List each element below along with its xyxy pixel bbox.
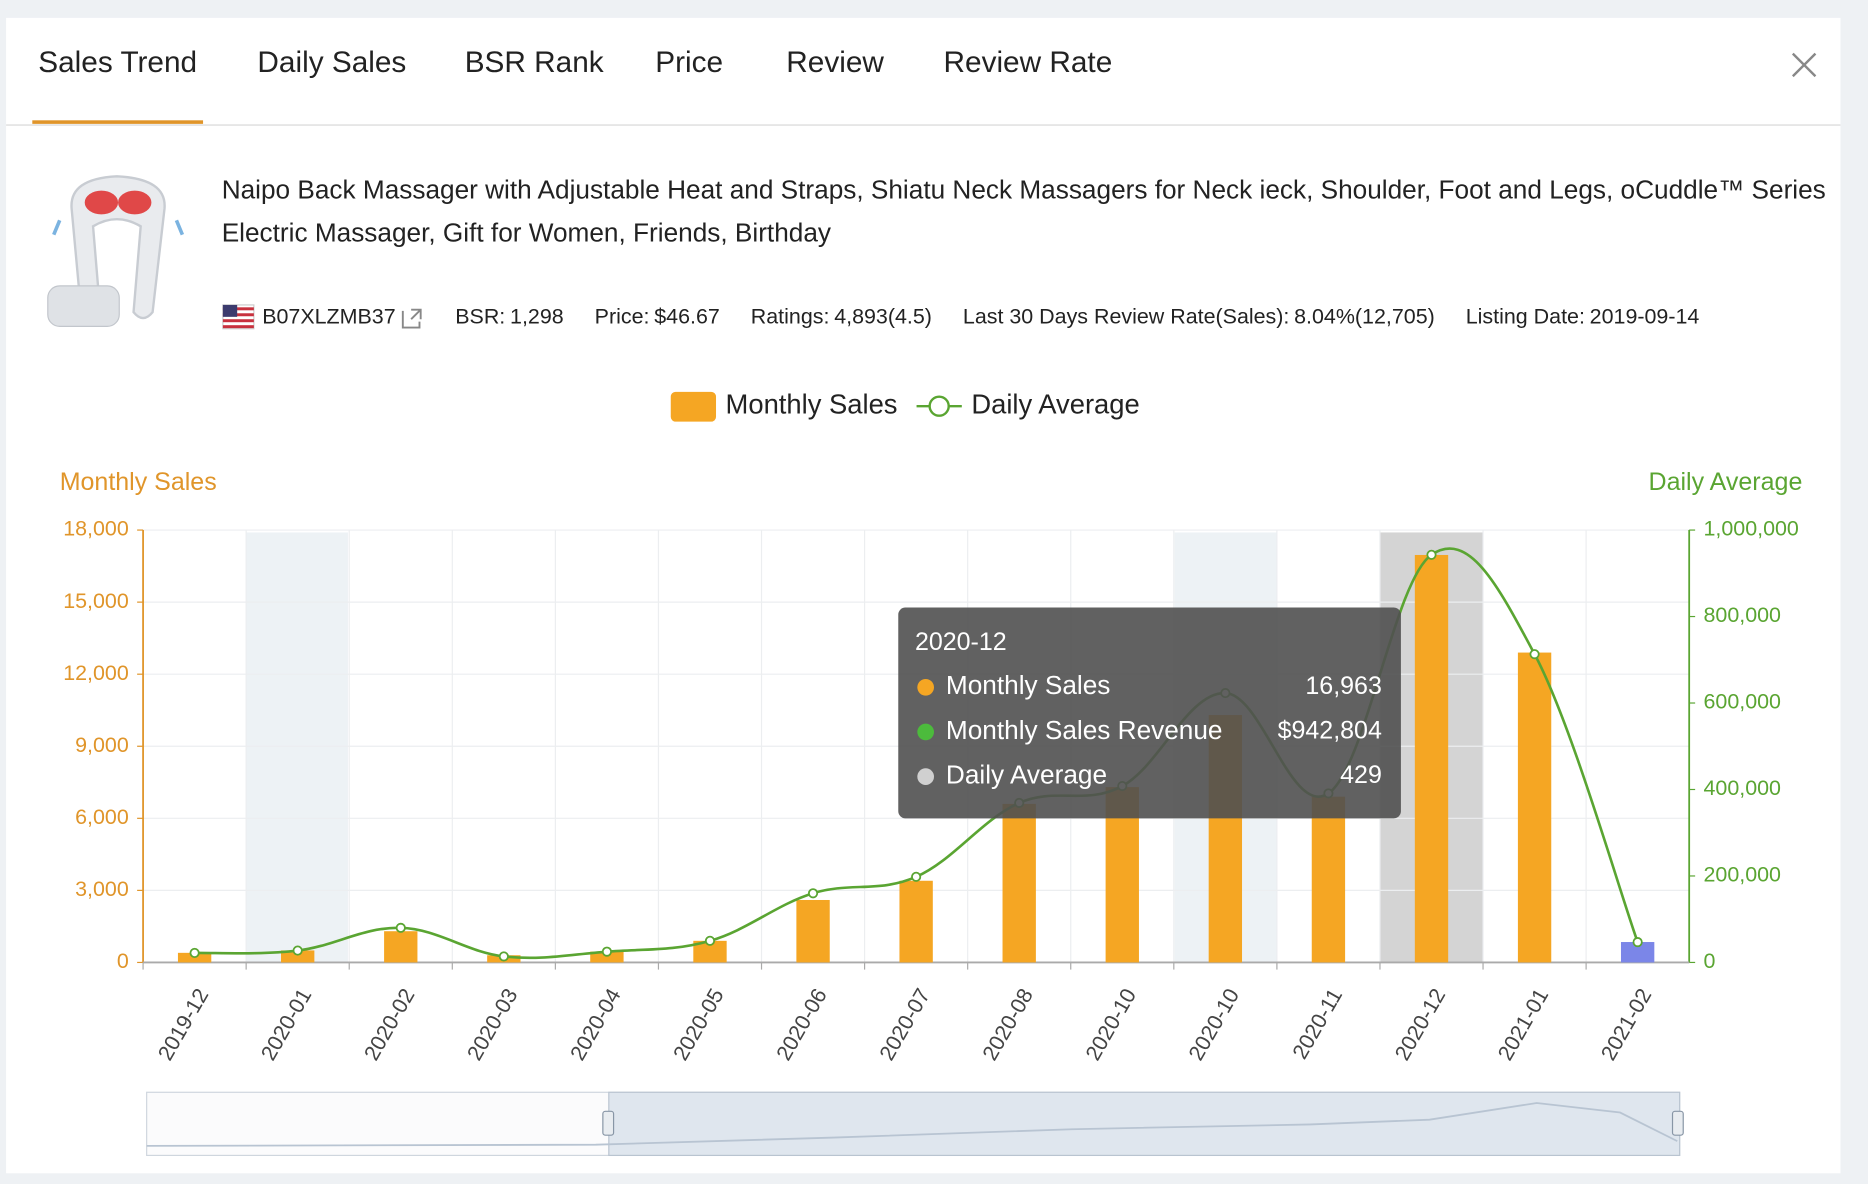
tooltip-dot [917, 678, 934, 696]
meta-label: Ratings: [751, 305, 830, 329]
line-point [395, 922, 406, 933]
y-axis-title: Monthly Sales [60, 468, 217, 496]
meta-value: 1,298 [510, 305, 564, 329]
tooltip-label: Monthly Sales Revenue [946, 715, 1223, 745]
y2-axis-title: Daily Average [1649, 468, 1803, 496]
meta-label: BSR: [455, 305, 505, 329]
tab-underline [32, 120, 204, 124]
legend-swatch [670, 391, 717, 422]
meta-value: 8.04%(12,705) [1294, 305, 1435, 329]
line-point [601, 946, 612, 957]
flag [222, 304, 255, 330]
line-point [807, 888, 819, 899]
range-slider[interactable] [146, 1091, 1684, 1157]
tooltip-title: 2020-12 [915, 628, 1007, 656]
tooltip-value: 429 [1340, 761, 1382, 789]
y-tick-label: 18,000 [63, 517, 129, 541]
y-tick-label: 3,000 [75, 877, 129, 901]
bar [1517, 652, 1552, 963]
tab[interactable]: Price [655, 46, 723, 79]
y-tick-label: 0 [117, 949, 129, 973]
tab[interactable]: BSR Rank [465, 46, 604, 79]
meta-label: Listing Date: [1466, 305, 1585, 329]
meta-value: 2019-09-14 [1590, 305, 1700, 329]
tab-bar: Sales Trend Daily Sales BSR Rank Price Revie… [32, 46, 1112, 124]
tooltip-value: 16,963 [1305, 672, 1381, 700]
tooltip-label: Daily Average [946, 760, 1107, 790]
legend-label[interactable]: Daily Average [971, 388, 1139, 419]
bar [384, 931, 418, 963]
line-point [911, 871, 922, 882]
close-button[interactable] [1791, 52, 1817, 78]
asin[interactable]: B07XLZMB37 [262, 305, 395, 329]
legend-label[interactable]: Monthly Sales [726, 388, 898, 419]
external-link-icon[interactable] [401, 308, 422, 329]
line-point [498, 951, 509, 962]
line-point [292, 945, 303, 956]
tooltip-dot [917, 768, 934, 785]
y2-tick-label: 200,000 [1703, 863, 1781, 887]
product-title: Naipo Back Massager with Adjustable Heat… [222, 175, 1826, 205]
bar [1002, 803, 1036, 963]
meta-label: Last 30 Days Review Rate(Sales): [963, 305, 1289, 329]
y-tick-label: 9,000 [75, 733, 129, 757]
tab[interactable]: Daily Sales [257, 46, 406, 79]
meta-value: 4,893(4.5) [834, 305, 932, 329]
y2-tick-label: 0 [1703, 949, 1715, 973]
meta-value: $46.67 [654, 305, 720, 329]
bar [1311, 796, 1346, 963]
y2-tick-label: 400,000 [1703, 776, 1781, 800]
y2-tick-label: 1,000,000 [1703, 517, 1798, 541]
tab[interactable]: Sales Trend [38, 46, 197, 79]
bar [590, 951, 624, 963]
bar [693, 940, 727, 963]
icon-shape [401, 308, 422, 329]
line-point [1529, 649, 1540, 660]
bar [899, 880, 933, 963]
meta-label: Price: [595, 305, 650, 329]
bar [1414, 554, 1449, 963]
product-title: Electric Massager, Gift for Women, Frien… [222, 218, 832, 248]
y-tick-label: 6,000 [75, 805, 129, 829]
line-point [1632, 937, 1643, 948]
bar [281, 950, 315, 963]
line-point [1426, 549, 1437, 560]
tooltip-dot [917, 723, 934, 741]
tab[interactable]: Review [786, 46, 884, 79]
product-image [47, 175, 185, 327]
line-point [189, 947, 200, 958]
bar [1620, 942, 1655, 963]
hover-band [245, 532, 348, 963]
tooltip-label: Monthly Sales [946, 670, 1110, 700]
tooltip-value: $942,804 [1278, 717, 1382, 745]
y2-tick-label: 800,000 [1703, 603, 1781, 627]
y2-tick-label: 600,000 [1703, 690, 1781, 714]
y-tick-label: 12,000 [63, 661, 129, 685]
bar [796, 899, 830, 963]
y-tick-label: 15,000 [63, 589, 129, 613]
tab[interactable]: Review Rate [944, 46, 1113, 79]
line-point [704, 935, 716, 946]
tooltip: 2020-12 Monthly Sales 16,963 Monthly Sales … [898, 607, 1401, 819]
legend-swatch [928, 395, 950, 417]
